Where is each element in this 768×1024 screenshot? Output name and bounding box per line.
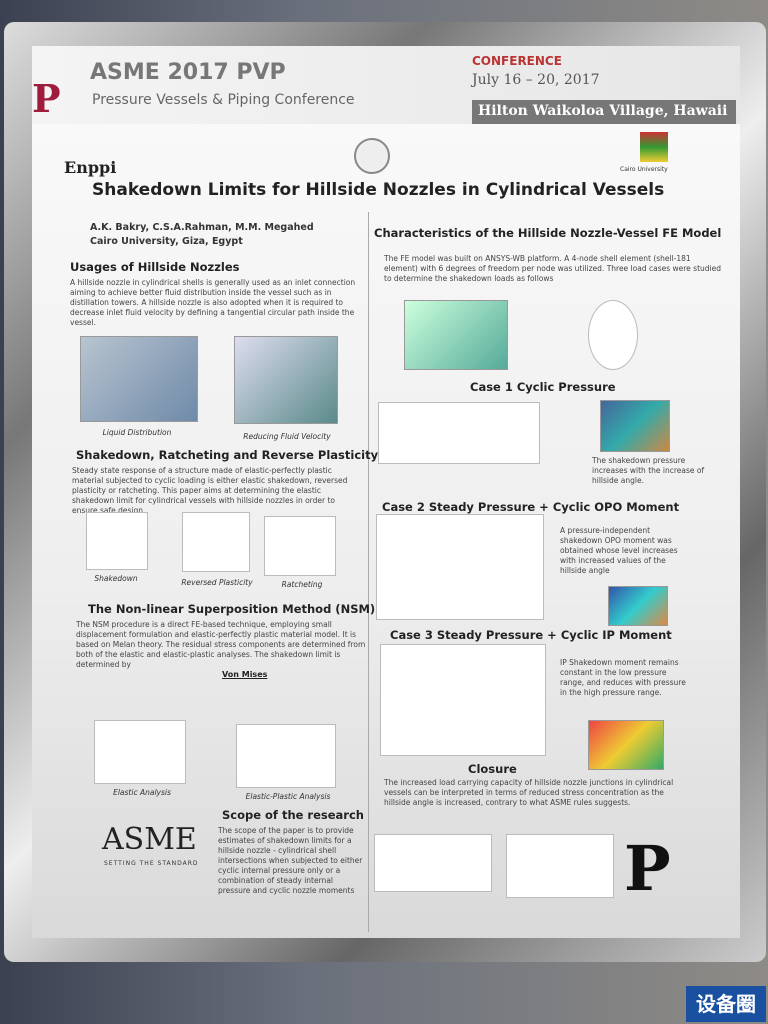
figure [588, 300, 638, 370]
sponsor: Enppi [64, 158, 117, 177]
heading: The Non-linear Superposition Method (NSM… [88, 602, 376, 616]
body: The scope of the paper is to provide est… [218, 826, 363, 895]
dates: July 16 – 20, 2017 [472, 72, 600, 88]
figure [264, 516, 336, 576]
chart-image [376, 514, 544, 620]
asme-tagline: SETTING THE STANDARD [104, 860, 199, 867]
figure [80, 336, 198, 422]
figure [236, 724, 336, 788]
body: A hillside nozzle in cylindrical shells … [70, 278, 356, 327]
figure [86, 512, 148, 570]
heading: Usages of Hillside Nozzles [70, 260, 240, 274]
caption: A pressure-independent shakedown OPO mom… [560, 526, 678, 575]
heading: Shakedown, Ratcheting and Reverse Plasti… [76, 448, 379, 462]
chart-image [380, 644, 546, 756]
figure [234, 336, 338, 424]
caption: Elastic-Plastic Analysis [245, 792, 331, 801]
heading: Scope of the research [222, 808, 364, 822]
heading: Case 1 Cyclic Pressure [470, 380, 616, 394]
figure [600, 400, 670, 452]
body: Steady state response of a structure mad… [72, 466, 348, 515]
criterion: Von Mises [222, 670, 268, 679]
authors: A.K. Bakry, C.S.A.Rahman, M.M. Megahed [90, 222, 314, 233]
heading: Case 2 Steady Pressure + Cyclic OPO Mome… [382, 500, 680, 514]
body: The FE model was built on ANSYS-WB platf… [384, 254, 721, 283]
caption: Reversed Plasticity [181, 578, 253, 587]
caption: Ratcheting [281, 580, 323, 589]
caption: Liquid Distribution [102, 428, 172, 437]
affiliation: Cairo University, Giza, Egypt [90, 236, 243, 247]
cu-logo [640, 132, 668, 162]
body: The NSM procedure is a direct FE-based t… [76, 620, 366, 669]
venue: Hilton Waikoloa Village, Hawaii [472, 100, 736, 124]
conference: Pressure Vessels & Piping Conference [92, 92, 355, 108]
divider [368, 212, 369, 932]
poster: P ASME 2017 PVP Pressure Vessels & Pipin… [32, 46, 740, 938]
event: ASME 2017 PVP [90, 60, 286, 85]
title: Shakedown Limits for Hillside Nozzles in… [92, 180, 665, 200]
chart-image [378, 402, 540, 464]
chart-image [374, 834, 492, 892]
seal [354, 138, 390, 174]
conference-word: CONFERENCE [472, 54, 562, 68]
caption: IP Shakedown moment remains constant in … [560, 658, 686, 697]
caption: The shakedown pressure increases with th… [592, 456, 705, 485]
caption: Reducing Fluid Velocity [243, 432, 331, 441]
figure [182, 512, 250, 572]
university: Cairo University [620, 166, 668, 173]
caption: Elastic Analysis [113, 788, 171, 797]
figure [404, 300, 508, 370]
chart-image [506, 834, 614, 898]
body: The increased load carrying capacity of … [384, 778, 674, 807]
pvp-logo: P [32, 76, 61, 121]
figure [588, 720, 664, 770]
heading: Closure [468, 762, 517, 776]
figure [94, 720, 186, 784]
heading: Characteristics of the Hillside Nozzle-V… [374, 226, 722, 240]
watermark: 设备圈 [686, 986, 766, 1022]
pvp-logo: P [624, 832, 671, 905]
figure [608, 586, 668, 626]
caption: Shakedown [94, 574, 138, 583]
heading: Case 3 Steady Pressure + Cyclic IP Momen… [390, 628, 672, 642]
asme-logo: ASME [102, 822, 197, 857]
